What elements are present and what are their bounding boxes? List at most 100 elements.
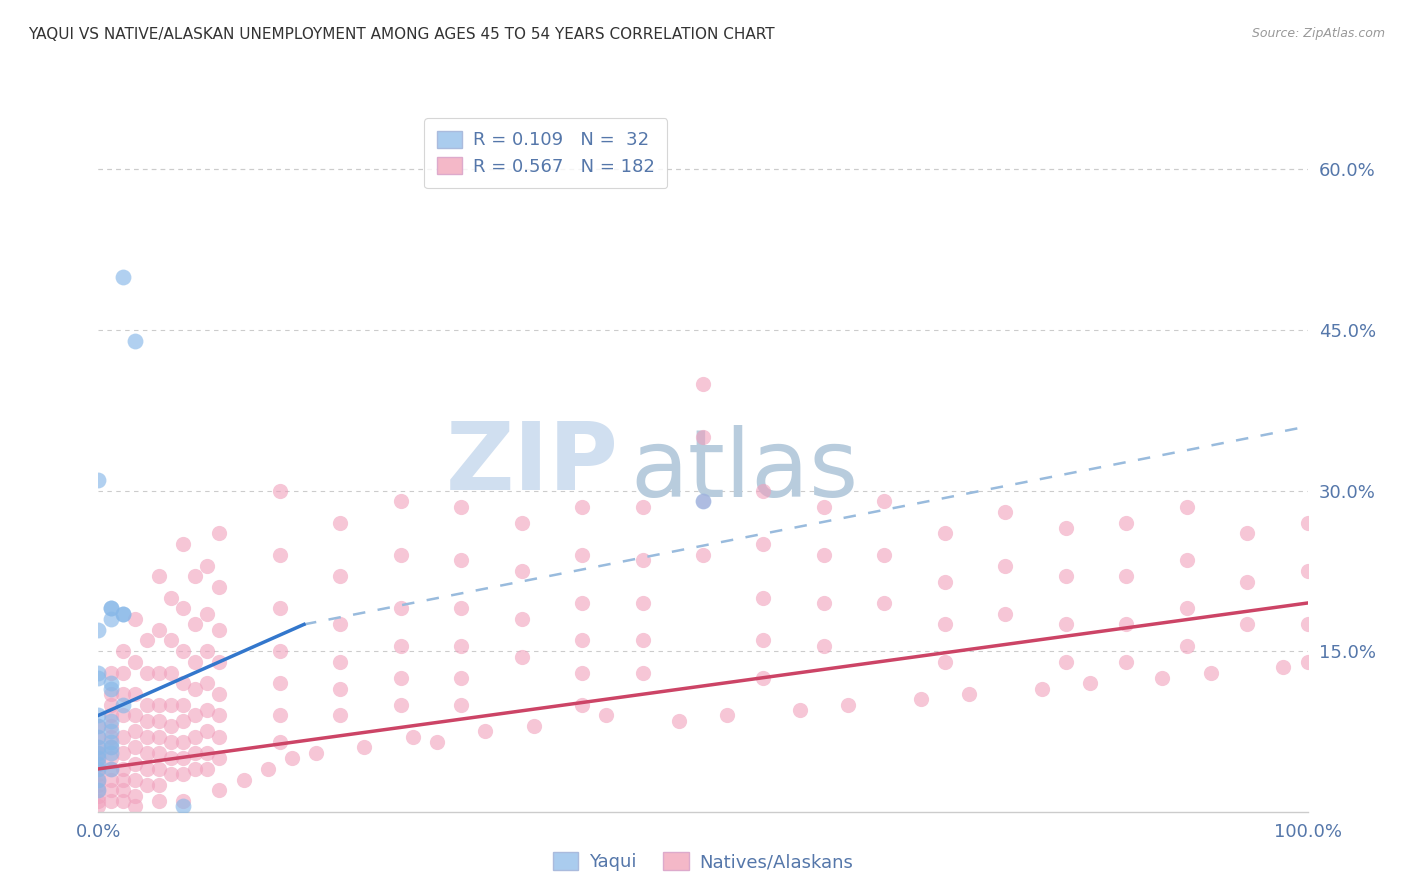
Point [124, 612, 146, 626]
Point [124, 772, 146, 787]
Point [100, 751, 122, 765]
Point [124, 740, 146, 755]
Point [87, 740, 110, 755]
Point [208, 655, 231, 669]
Point [87, 665, 110, 680]
Point [124, 789, 146, 803]
Legend: Yaqui, Natives/Alaskans: Yaqui, Natives/Alaskans [546, 846, 860, 879]
Point [184, 655, 207, 669]
Point [87, 772, 110, 787]
Point [1115, 655, 1137, 669]
Point [934, 574, 956, 589]
Text: atlas: atlas [630, 425, 859, 516]
Point [208, 730, 231, 744]
Point [160, 735, 183, 749]
Point [100, 730, 122, 744]
Point [111, 762, 134, 776]
Point [184, 617, 207, 632]
Point [1296, 564, 1319, 578]
Point [329, 655, 352, 669]
Point [160, 633, 183, 648]
Point [87, 778, 110, 792]
Point [208, 580, 231, 594]
Point [87, 751, 110, 765]
Point [172, 735, 194, 749]
Point [813, 596, 835, 610]
Point [269, 483, 291, 498]
Point [87, 772, 110, 787]
Point [389, 698, 412, 712]
Point [135, 698, 157, 712]
Point [100, 740, 122, 755]
Point [87, 789, 110, 803]
Point [994, 558, 1017, 573]
Point [305, 746, 328, 760]
Point [87, 623, 110, 637]
Point [1175, 601, 1198, 615]
Point [510, 612, 533, 626]
Point [631, 665, 654, 680]
Point [100, 783, 122, 797]
Point [510, 564, 533, 578]
Point [1175, 500, 1198, 514]
Point [87, 762, 110, 776]
Point [100, 714, 122, 728]
Point [668, 714, 690, 728]
Point [1115, 516, 1137, 530]
Point [208, 783, 231, 797]
Point [184, 569, 207, 583]
Point [595, 708, 617, 723]
Point [208, 526, 231, 541]
Point [692, 430, 714, 444]
Point [100, 612, 122, 626]
Point [1236, 526, 1258, 541]
Point [124, 799, 146, 814]
Point [450, 671, 472, 685]
Point [195, 558, 218, 573]
Point [692, 376, 714, 391]
Point [100, 746, 122, 760]
Point [87, 762, 110, 776]
Point [100, 772, 122, 787]
Point [994, 607, 1017, 621]
Point [389, 639, 412, 653]
Point [87, 746, 110, 760]
Point [1054, 521, 1077, 535]
Point [450, 698, 472, 712]
Point [160, 751, 183, 765]
Point [111, 665, 134, 680]
Point [208, 708, 231, 723]
Point [208, 623, 231, 637]
Point [571, 500, 593, 514]
Point [124, 655, 146, 669]
Text: ZIP: ZIP [446, 417, 619, 510]
Point [329, 708, 352, 723]
Point [87, 730, 110, 744]
Point [100, 665, 122, 680]
Point [87, 783, 110, 797]
Point [111, 783, 134, 797]
Point [135, 746, 157, 760]
Point [172, 799, 194, 814]
Point [873, 548, 896, 562]
Point [692, 494, 714, 508]
Point [100, 740, 122, 755]
Text: YAQUI VS NATIVE/ALASKAN UNEMPLOYMENT AMONG AGES 45 TO 54 YEARS CORRELATION CHART: YAQUI VS NATIVE/ALASKAN UNEMPLOYMENT AMO… [28, 27, 775, 42]
Point [87, 708, 110, 723]
Point [195, 607, 218, 621]
Point [172, 601, 194, 615]
Point [195, 676, 218, 690]
Point [716, 708, 738, 723]
Point [87, 799, 110, 814]
Point [100, 708, 122, 723]
Point [571, 665, 593, 680]
Point [87, 751, 110, 765]
Point [100, 698, 122, 712]
Point [389, 671, 412, 685]
Point [450, 500, 472, 514]
Point [752, 591, 775, 605]
Point [87, 794, 110, 808]
Point [269, 601, 291, 615]
Point [87, 473, 110, 487]
Point [571, 596, 593, 610]
